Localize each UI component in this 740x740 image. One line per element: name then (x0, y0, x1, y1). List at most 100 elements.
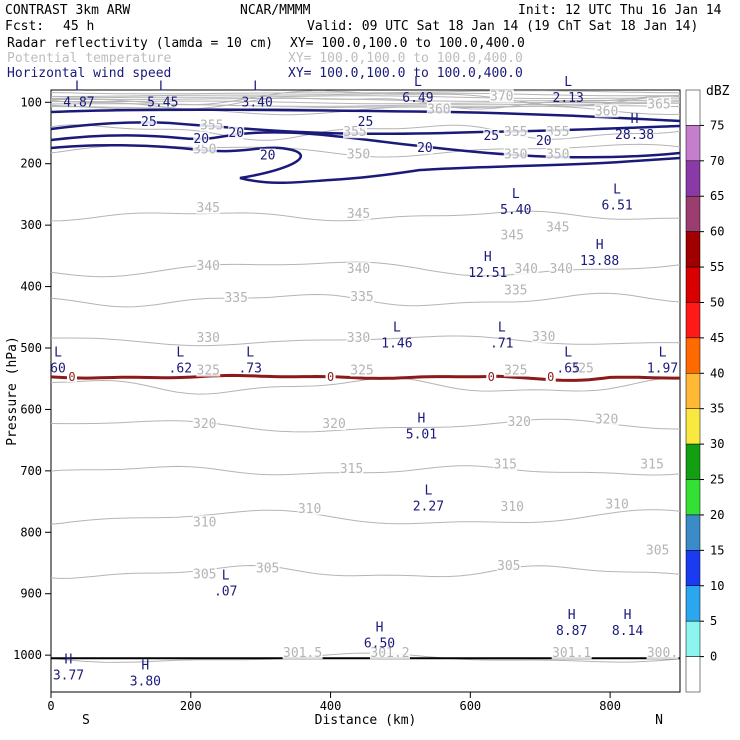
wind-label-bg (483, 128, 500, 142)
wind-extremum-type: L (253, 79, 261, 94)
wind-label: 20 (260, 149, 276, 164)
theta-label: 350 (193, 142, 216, 157)
colorbar-tick-label: 35 (710, 402, 724, 416)
y-tick-label: 300 (20, 218, 42, 232)
theta-label: 355 (504, 125, 527, 140)
wind-extremum-type: H (417, 412, 425, 427)
wind-extremum-type: L (659, 345, 667, 360)
theta-contour-300 (50, 652, 681, 663)
reflectivity-label-bg (486, 369, 497, 382)
theta-label: 335 (350, 290, 373, 305)
theta-label-bg (646, 646, 679, 660)
theta-label-bg (570, 361, 595, 375)
wind-label: 20 (417, 141, 433, 156)
theta-contour-upper (50, 95, 680, 99)
y-tick-label: 400 (20, 280, 42, 294)
colorbar-cell (685, 620, 701, 657)
theta-label: 305 (256, 561, 279, 576)
wind-extremum-value: 3.77 (53, 668, 84, 683)
wind-extremum-type: L (564, 75, 572, 90)
wind-extremum-type: H (141, 659, 149, 674)
theta-label-bg (196, 331, 221, 345)
theta-label: 301.5 (283, 646, 322, 661)
colorbar-cell (685, 550, 701, 587)
theta-label-bg (531, 329, 556, 343)
wind-label: 20 (228, 126, 244, 141)
wind-extremum-value: 2.27 (413, 500, 444, 515)
theta-label: 305 (646, 544, 669, 559)
theta-label-bg (503, 283, 528, 297)
wind-extremum-value: 13.88 (580, 254, 619, 269)
wind-extremum-value: .73 (238, 361, 261, 376)
x-end-label-south: S (82, 713, 90, 728)
colorbar-cell (685, 514, 701, 551)
colorbar-tick-label: 5 (710, 614, 717, 628)
theta-label-bg (350, 363, 375, 377)
theta-label: 350 (504, 147, 527, 162)
theta-label-bg (192, 417, 217, 431)
theta-label-bg (503, 125, 528, 139)
wind-label-bg (228, 125, 245, 139)
field-1-xy: XY= 100.0,100.0 to 100.0,400.0 (290, 36, 525, 51)
theta-label: 305 (497, 559, 520, 574)
wind-extremum-type: L (512, 187, 520, 202)
wind-extremum-type: L (424, 484, 432, 499)
wind-extremum-value: .07 (214, 584, 237, 599)
theta-contour-305 (50, 564, 681, 579)
theta-label: 310 (501, 500, 524, 515)
theta-label: 325 (570, 362, 593, 377)
theta-label: 340 (549, 262, 572, 277)
colorbar-cell (685, 89, 701, 126)
theta-contour-upper (50, 105, 681, 110)
colorbar-tick-label: 70 (710, 154, 724, 168)
y-tick-label: 600 (20, 402, 42, 416)
reflectivity-contours: 0 0 0 0 (50, 369, 680, 660)
theta-label: 340 (197, 259, 220, 274)
theta-contour-320 (50, 418, 681, 433)
theta-label-bg (594, 104, 619, 118)
y-tick-label: 700 (20, 464, 42, 478)
colorbar-tick-label: 0 (710, 650, 717, 664)
theta-label-bg (346, 206, 371, 220)
theta-label: 325 (504, 364, 527, 379)
wind-extremum-type: H (631, 112, 639, 127)
theta-label-bg (545, 147, 570, 161)
contour-labels: 300. 305 305 305 305 310 310 310 310 315 315 315 320… (50, 75, 679, 690)
theta-label-bg (339, 461, 364, 475)
theta-label-bg (640, 457, 665, 471)
theta-contour-upper (51, 100, 681, 105)
theta-label-bg (500, 499, 525, 513)
theta-label: 310 (605, 497, 628, 512)
wind-label: 25 (141, 115, 157, 130)
theta-contour-upper (51, 97, 680, 102)
wind-extremum-value: 5.01 (406, 428, 437, 443)
theta-contour-340 (50, 261, 681, 278)
theta-label: 355 (200, 118, 223, 133)
theta-label-bg (346, 331, 371, 345)
theta-label-bg (551, 646, 592, 660)
colorbar-tick-label: 65 (710, 189, 724, 203)
wind-extremum-type: L (564, 345, 572, 360)
theta-label: 335 (224, 291, 247, 306)
wind-extremum-type: L (393, 321, 401, 336)
wind-extremum-type: L (176, 345, 184, 360)
fcst-value: 45 h (63, 19, 94, 34)
colorbar-cell (685, 125, 701, 162)
theta-label: 350 (347, 147, 370, 162)
field-2-xy: XY= 100.0,100.0 to 100.0,400.0 (288, 51, 523, 66)
theta-label-bg (192, 515, 217, 529)
wind-extremum-type: L (54, 345, 62, 360)
colorbar-tick-label: 45 (710, 331, 724, 345)
colorbar: dBZ 0 5 10 15 20 25 30 35 40 45 50 55 60 65 70 75 (685, 84, 730, 693)
x-end-label-north: N (655, 713, 663, 728)
theta-label-bg (500, 228, 525, 242)
wind-extremum-value: 3.80 (130, 675, 161, 690)
colorbar-tick-label: 20 (710, 508, 724, 522)
colorbar-tick-label: 15 (710, 543, 724, 557)
reflectivity-label-bg (325, 369, 336, 382)
org-title: NCAR/MMMM (240, 3, 311, 18)
theta-label: 315 (494, 458, 517, 473)
wind-extremum-value: 8.87 (556, 624, 587, 639)
reflectivity-label: 0 (547, 370, 554, 384)
